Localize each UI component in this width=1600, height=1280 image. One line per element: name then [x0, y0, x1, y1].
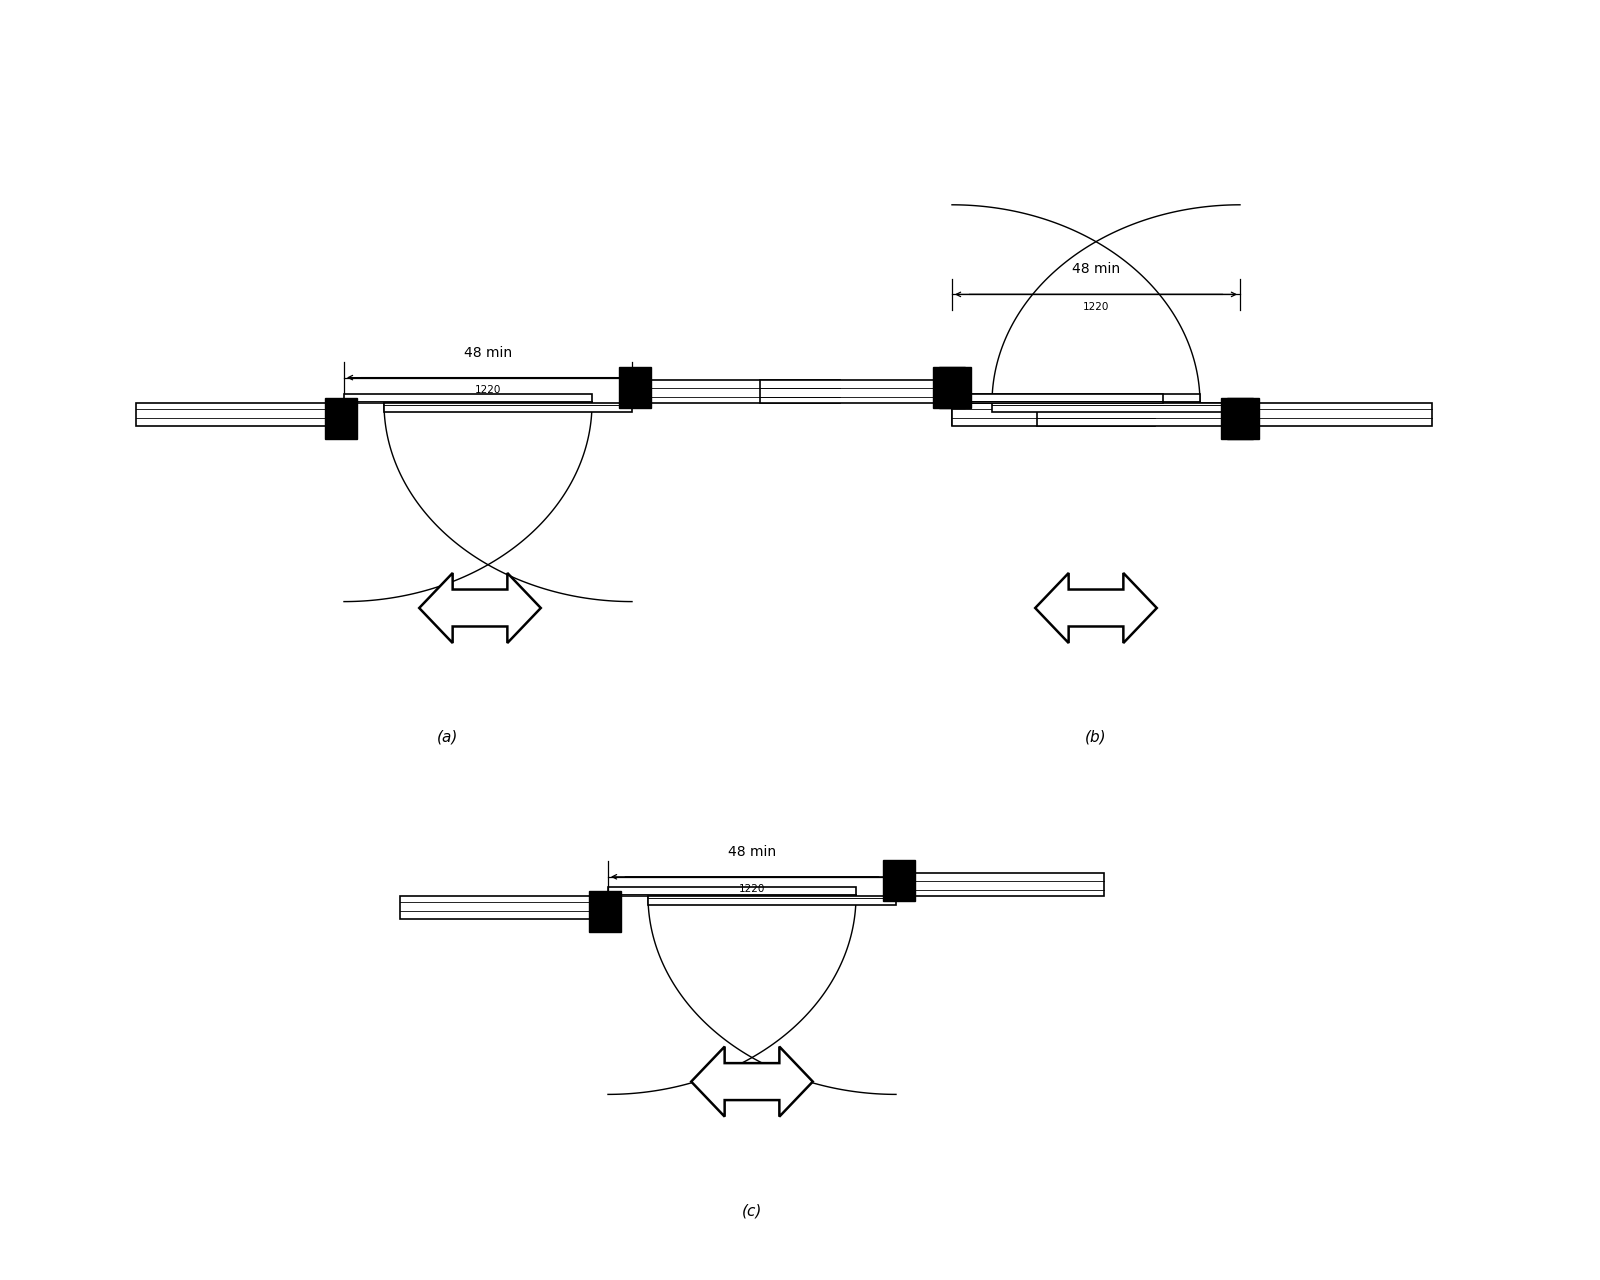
Text: 1220: 1220	[1083, 302, 1109, 312]
Polygon shape	[1221, 398, 1253, 439]
Polygon shape	[1037, 403, 1240, 426]
Polygon shape	[619, 367, 651, 408]
Text: (a): (a)	[437, 730, 459, 745]
Polygon shape	[939, 367, 971, 408]
Polygon shape	[136, 403, 344, 426]
Polygon shape	[589, 891, 621, 932]
Polygon shape	[384, 403, 632, 412]
Polygon shape	[933, 367, 965, 408]
Polygon shape	[952, 403, 1155, 426]
Polygon shape	[952, 394, 1163, 403]
Polygon shape	[325, 398, 357, 439]
Polygon shape	[1240, 403, 1432, 426]
Polygon shape	[691, 1047, 813, 1116]
Text: 1220: 1220	[475, 385, 501, 396]
Text: 48 min: 48 min	[1072, 262, 1120, 276]
Polygon shape	[896, 873, 1104, 896]
Polygon shape	[992, 403, 1240, 412]
Polygon shape	[760, 380, 952, 403]
Text: 48 min: 48 min	[464, 346, 512, 360]
Text: (b): (b)	[1085, 730, 1107, 745]
Polygon shape	[344, 394, 592, 403]
Polygon shape	[952, 394, 1200, 403]
Polygon shape	[1035, 573, 1157, 643]
Text: 1220: 1220	[739, 884, 765, 895]
Polygon shape	[400, 896, 608, 919]
Text: (c): (c)	[742, 1203, 762, 1219]
Polygon shape	[608, 887, 856, 896]
Polygon shape	[419, 573, 541, 643]
Polygon shape	[1227, 398, 1259, 439]
Text: 48 min: 48 min	[728, 845, 776, 859]
Polygon shape	[648, 896, 896, 905]
Polygon shape	[883, 860, 915, 901]
Polygon shape	[632, 380, 840, 403]
